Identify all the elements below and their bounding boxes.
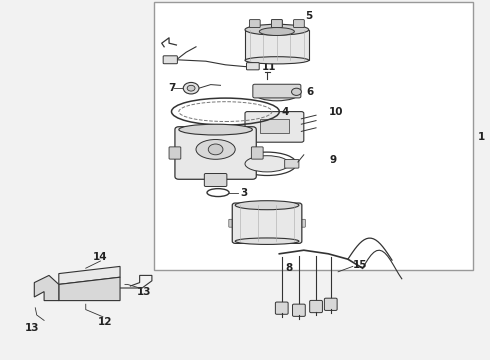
FancyBboxPatch shape	[310, 300, 322, 312]
Text: 12: 12	[98, 317, 113, 327]
Text: 15: 15	[353, 260, 368, 270]
Polygon shape	[59, 266, 120, 284]
FancyBboxPatch shape	[236, 215, 243, 223]
FancyBboxPatch shape	[249, 20, 260, 28]
Text: 13: 13	[137, 287, 152, 297]
Circle shape	[187, 85, 195, 91]
Text: 9: 9	[329, 155, 337, 165]
Polygon shape	[59, 277, 120, 301]
FancyBboxPatch shape	[251, 147, 263, 159]
FancyBboxPatch shape	[294, 20, 304, 28]
Ellipse shape	[235, 238, 299, 244]
Ellipse shape	[245, 156, 289, 172]
FancyBboxPatch shape	[175, 127, 256, 179]
Polygon shape	[34, 275, 59, 301]
FancyBboxPatch shape	[271, 20, 282, 28]
Text: 5: 5	[305, 11, 312, 21]
FancyBboxPatch shape	[324, 298, 337, 310]
FancyBboxPatch shape	[253, 212, 260, 220]
Circle shape	[208, 144, 223, 155]
FancyBboxPatch shape	[285, 159, 299, 168]
Bar	[260, 119, 289, 133]
Text: 8: 8	[285, 263, 293, 273]
FancyBboxPatch shape	[163, 56, 177, 64]
Text: 6: 6	[306, 87, 314, 97]
Text: 2: 2	[256, 150, 263, 160]
Text: 10: 10	[329, 107, 344, 117]
FancyBboxPatch shape	[232, 203, 302, 243]
Bar	[154, 2, 473, 270]
Text: 14: 14	[93, 252, 108, 262]
Ellipse shape	[179, 124, 252, 135]
Bar	[245, 30, 309, 60]
FancyBboxPatch shape	[274, 212, 281, 220]
Text: 3: 3	[240, 188, 247, 198]
Ellipse shape	[255, 86, 299, 101]
Circle shape	[292, 88, 301, 95]
FancyBboxPatch shape	[253, 84, 301, 98]
Ellipse shape	[235, 201, 299, 210]
Text: 11: 11	[262, 62, 277, 72]
FancyBboxPatch shape	[204, 174, 227, 186]
FancyBboxPatch shape	[229, 219, 236, 227]
Ellipse shape	[245, 24, 309, 35]
FancyBboxPatch shape	[246, 63, 259, 70]
Text: 13: 13	[24, 323, 39, 333]
Text: 7: 7	[168, 83, 175, 93]
FancyBboxPatch shape	[275, 302, 288, 314]
Circle shape	[183, 82, 199, 94]
Text: 4: 4	[282, 107, 289, 117]
Ellipse shape	[245, 57, 309, 64]
FancyBboxPatch shape	[293, 304, 305, 316]
FancyBboxPatch shape	[292, 215, 298, 223]
FancyBboxPatch shape	[169, 147, 181, 159]
FancyBboxPatch shape	[245, 112, 304, 142]
Ellipse shape	[196, 140, 235, 159]
FancyBboxPatch shape	[298, 219, 305, 227]
Text: 1: 1	[478, 132, 485, 142]
Ellipse shape	[259, 28, 294, 36]
FancyBboxPatch shape	[271, 20, 282, 28]
